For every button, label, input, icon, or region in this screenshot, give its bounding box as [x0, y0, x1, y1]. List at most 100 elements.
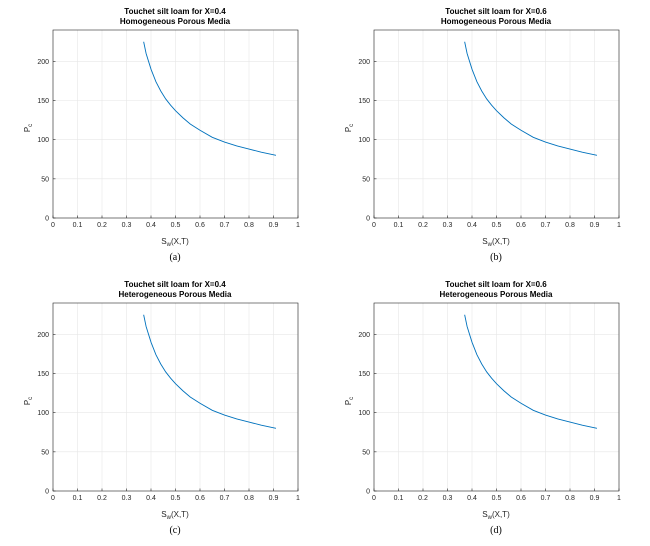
x-tick-label: 0.5	[171, 495, 181, 502]
series-line	[464, 41, 598, 156]
x-tick-label: 0.3	[122, 495, 132, 502]
y-tick-label: 150	[358, 371, 370, 378]
x-tick-label: 0	[51, 222, 55, 229]
y-axis-label: Pc	[344, 124, 355, 132]
x-tick-label: 0.8	[565, 222, 575, 229]
x-tick-label: 1	[296, 222, 300, 229]
x-tick-label: 0.6	[195, 495, 205, 502]
x-tick-label: 0.3	[122, 222, 132, 229]
y-axis-label: Pc	[23, 124, 34, 132]
panel-caption: (d)	[490, 525, 502, 536]
x-tick-label: 0.1	[73, 495, 83, 502]
chart-title: Touchet silt loam for X=0.6	[445, 280, 547, 289]
y-tick-label: 100	[358, 137, 370, 144]
x-tick-label: 0.5	[492, 495, 502, 502]
y-axis-label: Pc	[344, 397, 355, 405]
y-tick-label: 200	[37, 332, 49, 339]
chart-title: Touchet silt loam for X=0.4	[124, 7, 226, 16]
x-tick-label: 0.7	[541, 222, 551, 229]
plot-area: 0 0.1 0.2 0.3 0.4 0.5 0.6 0.7 0.8 0.9 1 0 50 100 150 20…	[37, 302, 300, 502]
y-tick-label: 200	[358, 332, 370, 339]
chart-panel: Touchet silt loam for X=0.6 Heterogeneou…	[321, 273, 646, 546]
chart-subtitle: Heterogeneous Porous Media	[119, 290, 232, 299]
y-tick-label: 200	[37, 59, 49, 66]
chart-subtitle: Homogeneous Porous Media	[441, 17, 552, 26]
x-tick-label: 0.9	[269, 222, 279, 229]
chart-panel: Touchet silt loam for X=0.6 Homogeneous …	[321, 0, 646, 273]
x-tick-label: 0.7	[220, 222, 230, 229]
y-tick-label: 100	[37, 137, 49, 144]
x-tick-label: 0.8	[244, 495, 254, 502]
x-axis-label: Sw(X,T)	[482, 237, 510, 248]
y-tick-label: 50	[41, 449, 49, 456]
x-tick-label: 0.2	[418, 222, 428, 229]
chart-title: Touchet silt loam for X=0.6	[445, 7, 547, 16]
x-tick-label: 0.9	[590, 495, 600, 502]
y-tick-label: 0	[366, 489, 370, 496]
y-tick-label: 50	[362, 449, 370, 456]
x-tick-label: 0.1	[73, 222, 83, 229]
x-tick-label: 0.9	[269, 495, 279, 502]
panel-caption: (a)	[169, 252, 181, 263]
x-tick-label: 0.1	[394, 222, 404, 229]
x-tick-label: 0.2	[97, 222, 107, 229]
x-tick-label: 0.8	[565, 495, 575, 502]
chart-svg: Touchet silt loam for X=0.4 Homogeneous …	[23, 7, 300, 248]
panel-caption: (b)	[490, 252, 502, 263]
y-tick-label: 200	[358, 59, 370, 66]
y-axis-label: Pc	[23, 397, 34, 405]
chart-svg: Touchet silt loam for X=0.6 Homogeneous …	[344, 7, 621, 248]
chart-svg: Touchet silt loam for X=0.4 Heterogeneou…	[23, 280, 300, 521]
x-tick-label: 0.8	[244, 222, 254, 229]
chart-panel: Touchet silt loam for X=0.4 Heterogeneou…	[0, 273, 325, 546]
series-line	[143, 41, 277, 156]
x-tick-label: 0.1	[394, 495, 404, 502]
x-tick-label: 0.9	[590, 222, 600, 229]
plot-area: 0 0.1 0.2 0.3 0.4 0.5 0.6 0.7 0.8 0.9 1 0 50 100 150 20…	[37, 29, 300, 229]
x-tick-label: 0.6	[516, 222, 526, 229]
x-axis-label: Sw(X,T)	[482, 510, 510, 521]
x-tick-label: 0.4	[146, 495, 156, 502]
panel-caption: (c)	[169, 525, 181, 536]
x-tick-label: 0.6	[195, 222, 205, 229]
x-tick-label: 0.2	[97, 495, 107, 502]
series-line	[143, 314, 277, 429]
x-tick-label: 0	[51, 495, 55, 502]
y-tick-label: 150	[37, 98, 49, 105]
x-tick-label: 0.5	[492, 222, 502, 229]
series-line	[464, 314, 598, 429]
chart-title: Touchet silt loam for X=0.4	[124, 280, 226, 289]
y-tick-label: 150	[37, 371, 49, 378]
y-tick-label: 0	[45, 489, 49, 496]
chart-panel: Touchet silt loam for X=0.4 Homogeneous …	[0, 0, 325, 273]
chart-svg: Touchet silt loam for X=0.6 Heterogeneou…	[344, 280, 621, 521]
y-tick-label: 50	[362, 176, 370, 183]
x-tick-label: 0	[372, 222, 376, 229]
x-tick-label: 1	[617, 495, 621, 502]
y-tick-label: 100	[358, 410, 370, 417]
y-tick-label: 150	[358, 98, 370, 105]
x-tick-label: 0	[372, 495, 376, 502]
y-tick-label: 50	[41, 176, 49, 183]
chart-subtitle: Homogeneous Porous Media	[120, 17, 231, 26]
x-tick-label: 0.3	[443, 222, 453, 229]
y-tick-label: 100	[37, 410, 49, 417]
x-tick-label: 0.7	[220, 495, 230, 502]
x-tick-label: 0.4	[146, 222, 156, 229]
x-tick-label: 1	[617, 222, 621, 229]
chart-subtitle: Heterogeneous Porous Media	[440, 290, 553, 299]
y-tick-label: 0	[45, 216, 49, 223]
x-tick-label: 1	[296, 495, 300, 502]
x-tick-label: 0.3	[443, 495, 453, 502]
x-axis-label: Sw(X,T)	[161, 510, 189, 521]
x-tick-label: 0.6	[516, 495, 526, 502]
x-tick-label: 0.7	[541, 495, 551, 502]
plot-area: 0 0.1 0.2 0.3 0.4 0.5 0.6 0.7 0.8 0.9 1 0 50 100 150 20…	[358, 302, 621, 502]
x-tick-label: 0.4	[467, 495, 477, 502]
x-tick-label: 0.2	[418, 495, 428, 502]
x-tick-label: 0.4	[467, 222, 477, 229]
x-axis-label: Sw(X,T)	[161, 237, 189, 248]
x-tick-label: 0.5	[171, 222, 181, 229]
y-tick-label: 0	[366, 216, 370, 223]
plot-area: 0 0.1 0.2 0.3 0.4 0.5 0.6 0.7 0.8 0.9 1 0 50 100 150 20…	[358, 29, 621, 229]
